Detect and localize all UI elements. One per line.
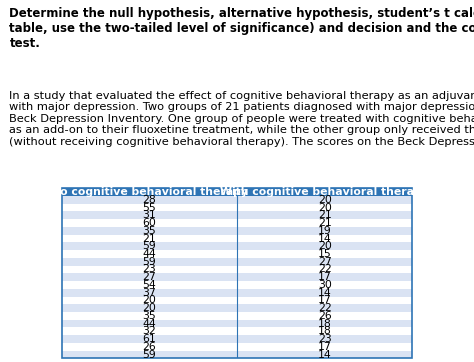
Text: 21: 21 [318, 218, 332, 228]
Text: 26: 26 [318, 311, 332, 321]
Bar [237, 320, 412, 328]
Text: 22: 22 [318, 265, 332, 274]
Bar [237, 289, 412, 296]
Text: 27: 27 [318, 257, 332, 267]
Text: 14: 14 [318, 350, 332, 359]
Text: 27: 27 [142, 272, 156, 282]
Text: 59: 59 [142, 257, 156, 267]
Text: In a study that evaluated the effect of cognitive behavioral therapy as an adjuv: In a study that evaluated the effect of … [9, 90, 474, 147]
Bar [62, 204, 237, 211]
Text: With cognitive behavioral therapy: With cognitive behavioral therapy [220, 187, 429, 197]
Bar [237, 304, 412, 312]
Bar [62, 196, 237, 204]
Bar [237, 219, 412, 227]
Bar [237, 273, 412, 281]
Text: 15: 15 [318, 249, 332, 259]
Text: 61: 61 [142, 334, 156, 344]
Text: 21: 21 [142, 233, 156, 244]
Bar [62, 273, 237, 281]
Bar [237, 235, 412, 243]
Bar [237, 258, 412, 266]
Text: 23: 23 [318, 334, 332, 344]
Bar [62, 351, 237, 358]
Bar [62, 312, 237, 320]
Text: 20: 20 [318, 195, 332, 205]
Bar [62, 188, 237, 196]
Bar [237, 204, 412, 211]
Text: 20: 20 [318, 241, 332, 251]
Text: 35: 35 [142, 226, 156, 236]
Text: 28: 28 [142, 195, 156, 205]
Bar [62, 296, 237, 304]
Text: Determine the null hypothesis, alternative hypothesis, student’s t calculation, : Determine the null hypothesis, alternati… [9, 7, 474, 50]
Bar [62, 343, 237, 351]
Text: 17: 17 [318, 295, 332, 306]
Text: 59: 59 [142, 241, 156, 251]
Text: 14: 14 [318, 233, 332, 244]
Text: 59: 59 [142, 350, 156, 359]
Bar [237, 196, 412, 204]
Bar [62, 219, 237, 227]
Text: 60: 60 [142, 218, 156, 228]
Bar [237, 312, 412, 320]
Text: 19: 19 [318, 226, 332, 236]
Text: 14: 14 [318, 288, 332, 298]
Bar [237, 281, 412, 289]
Text: 44: 44 [142, 249, 156, 259]
Bar [62, 227, 237, 235]
Text: 37: 37 [142, 288, 156, 298]
Bar [62, 328, 237, 335]
Bar [237, 335, 412, 343]
Text: 31: 31 [142, 210, 156, 220]
Bar [237, 188, 412, 196]
Text: 18: 18 [318, 319, 332, 329]
Text: 17: 17 [318, 272, 332, 282]
Text: No cognitive behavioral therapy: No cognitive behavioral therapy [51, 187, 248, 197]
Bar [62, 281, 237, 289]
Text: 32: 32 [142, 326, 156, 336]
Bar [62, 243, 237, 250]
Text: 21: 21 [318, 210, 332, 220]
Text: 55: 55 [142, 203, 156, 212]
Bar [237, 211, 412, 219]
Text: 23: 23 [142, 265, 156, 274]
Text: 30: 30 [318, 280, 332, 290]
Bar [237, 266, 412, 273]
Bar [237, 227, 412, 235]
Bar [237, 343, 412, 351]
Text: 17: 17 [318, 342, 332, 352]
Text: 26: 26 [142, 342, 156, 352]
Bar [237, 328, 412, 335]
Bar [62, 258, 237, 266]
Bar [62, 211, 237, 219]
Text: 22: 22 [318, 303, 332, 313]
Bar [237, 250, 412, 258]
Bar [62, 304, 237, 312]
Bar [62, 289, 237, 296]
Bar [237, 351, 412, 358]
Text: 20: 20 [318, 203, 332, 212]
Text: 20: 20 [142, 295, 156, 306]
Bar [62, 320, 237, 328]
Bar [62, 250, 237, 258]
Text: 44: 44 [142, 319, 156, 329]
Text: 54: 54 [142, 280, 156, 290]
Bar [62, 335, 237, 343]
Text: 18: 18 [318, 326, 332, 336]
Bar [237, 243, 412, 250]
Bar [237, 296, 412, 304]
Text: 20: 20 [142, 303, 156, 313]
Bar [62, 235, 237, 243]
Bar [62, 266, 237, 273]
Text: 35: 35 [142, 311, 156, 321]
